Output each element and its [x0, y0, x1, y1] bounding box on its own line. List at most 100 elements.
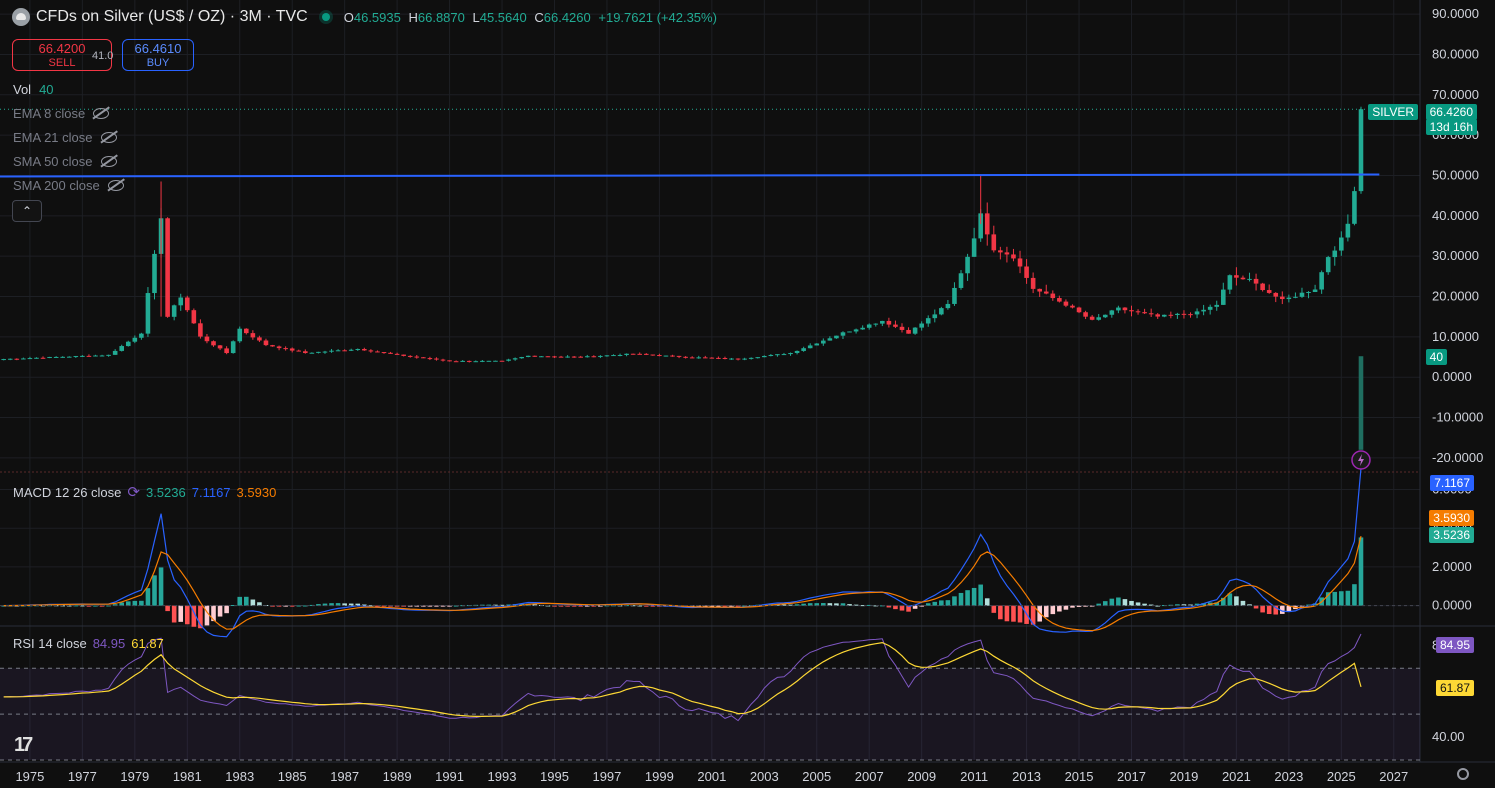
candle: [1194, 311, 1200, 315]
macd-hist-bar: [814, 603, 820, 606]
spread-value: 41.0: [92, 50, 114, 62]
candle: [250, 333, 256, 338]
candle: [696, 357, 702, 359]
macd-hist-bar: [355, 603, 361, 606]
macd-hist-bar: [499, 604, 505, 606]
candle: [965, 256, 970, 274]
macd-hist-bar: [244, 596, 249, 606]
candle: [512, 358, 518, 360]
y-tick-label: -10.0000: [1432, 410, 1483, 425]
macd-hist-bar: [1299, 605, 1305, 607]
hidden-eye-icon[interactable]: [93, 108, 110, 119]
candle: [598, 355, 603, 357]
y-tick-label: 0.0000: [1432, 598, 1472, 613]
candle: [1116, 307, 1121, 311]
candle: [1325, 257, 1331, 273]
symbol-title[interactable]: CFDs on Silver (US$ / OZ) · 3M · TVC: [36, 8, 308, 25]
y-tick-label: 50.0000: [1432, 167, 1479, 182]
macd-hist-bar: [984, 598, 990, 606]
macd-hist-bar: [250, 599, 256, 606]
refresh-icon[interactable]: ⟳: [127, 484, 140, 501]
x-tick-label: 1989: [383, 769, 412, 784]
candle: [1043, 291, 1049, 294]
macd-hist-bar: [493, 604, 498, 606]
macd-legend[interactable]: MACD 12 26 close ⟳ 3.5236 7.1167 3.5930: [13, 483, 276, 501]
vol-legend[interactable]: Vol 40: [13, 82, 54, 97]
macd-histogram: [1, 537, 1364, 629]
candle: [1070, 305, 1075, 308]
macd-hist-bar: [1260, 605, 1265, 613]
candle: [565, 356, 570, 358]
candle: [14, 358, 20, 360]
macd-hist-bar: [840, 603, 846, 606]
macd-hist-bar: [171, 605, 177, 623]
ema8-legend[interactable]: EMA 8 close: [13, 106, 110, 121]
candle: [1168, 314, 1174, 316]
hidden-eye-icon[interactable]: [100, 156, 117, 167]
macd-label: MACD 12 26 close: [13, 484, 122, 500]
buy-button[interactable]: 66.4610 BUY: [122, 39, 194, 71]
hidden-eye-icon[interactable]: [100, 132, 117, 143]
candle: [1201, 309, 1206, 312]
candle: [80, 355, 85, 357]
rsi-legend[interactable]: RSI 14 close 84.95 61.87: [13, 636, 164, 651]
tradingview-logo[interactable]: 17: [14, 734, 33, 756]
macd-hist-bar: [821, 603, 826, 606]
candle: [978, 213, 983, 239]
macd-hist-bar: [86, 605, 92, 607]
macd-hist-bar: [1109, 598, 1115, 606]
macd-hist-bar: [165, 605, 170, 612]
macd-line: [3, 467, 1362, 638]
candle: [1142, 312, 1147, 314]
sell-price: 66.4200: [38, 41, 86, 56]
candle: [375, 351, 380, 353]
x-tick-label: 1981: [173, 769, 202, 784]
macd-hist-bar: [939, 600, 944, 606]
y-tick-label: 40.00: [1432, 729, 1465, 744]
candle: [145, 293, 151, 334]
macd-hist-bar: [912, 605, 918, 609]
macd-hist-bar: [925, 603, 931, 606]
macd-hist-bar: [184, 605, 190, 625]
macd-hist-bar: [1, 605, 6, 607]
x-tick-label: 1979: [120, 769, 149, 784]
macd-hist-bar: [827, 603, 833, 606]
candle: [21, 358, 26, 360]
x-tick-label: 2013: [1012, 769, 1041, 784]
sma50-legend[interactable]: SMA 50 close: [13, 154, 117, 169]
candle: [106, 354, 111, 356]
macd-hist-bar: [794, 604, 800, 606]
candle: [604, 355, 610, 357]
gear-icon[interactable]: [1457, 768, 1469, 780]
macd-hist-bar: [716, 605, 721, 607]
candle: [742, 358, 747, 360]
ohlc-values: O46.5935 H66.8870 L45.5640 C66.4260 +19.…: [344, 10, 721, 25]
candle: [421, 357, 426, 359]
candle: [112, 350, 118, 355]
candle: [958, 273, 964, 288]
macd-lines: [0, 467, 1420, 638]
candle: [316, 351, 321, 353]
candle: [499, 360, 505, 362]
x-tick-label: 1999: [645, 769, 674, 784]
candle: [276, 346, 282, 349]
collapse-legend-button[interactable]: ⌃: [12, 200, 42, 222]
sma200-legend[interactable]: SMA 200 close: [13, 178, 124, 193]
candle: [191, 310, 197, 324]
macd-hist-bar: [1332, 591, 1338, 606]
x-tick-label: 2015: [1065, 769, 1094, 784]
macd-hist-bar: [1286, 605, 1292, 612]
candle: [257, 337, 262, 341]
candle: [801, 348, 806, 351]
ema21-legend[interactable]: EMA 21 close: [13, 130, 117, 145]
hidden-eye-icon[interactable]: [107, 180, 124, 191]
candle: [7, 358, 13, 360]
x-tick-label: 2003: [750, 769, 779, 784]
candle: [460, 360, 465, 362]
sell-button[interactable]: 66.4200 SELL: [12, 39, 112, 71]
buy-price: 66.4610: [134, 41, 182, 56]
candle: [401, 354, 406, 356]
macd-hist-bar: [729, 605, 734, 607]
macd-hist-bar: [80, 605, 85, 607]
